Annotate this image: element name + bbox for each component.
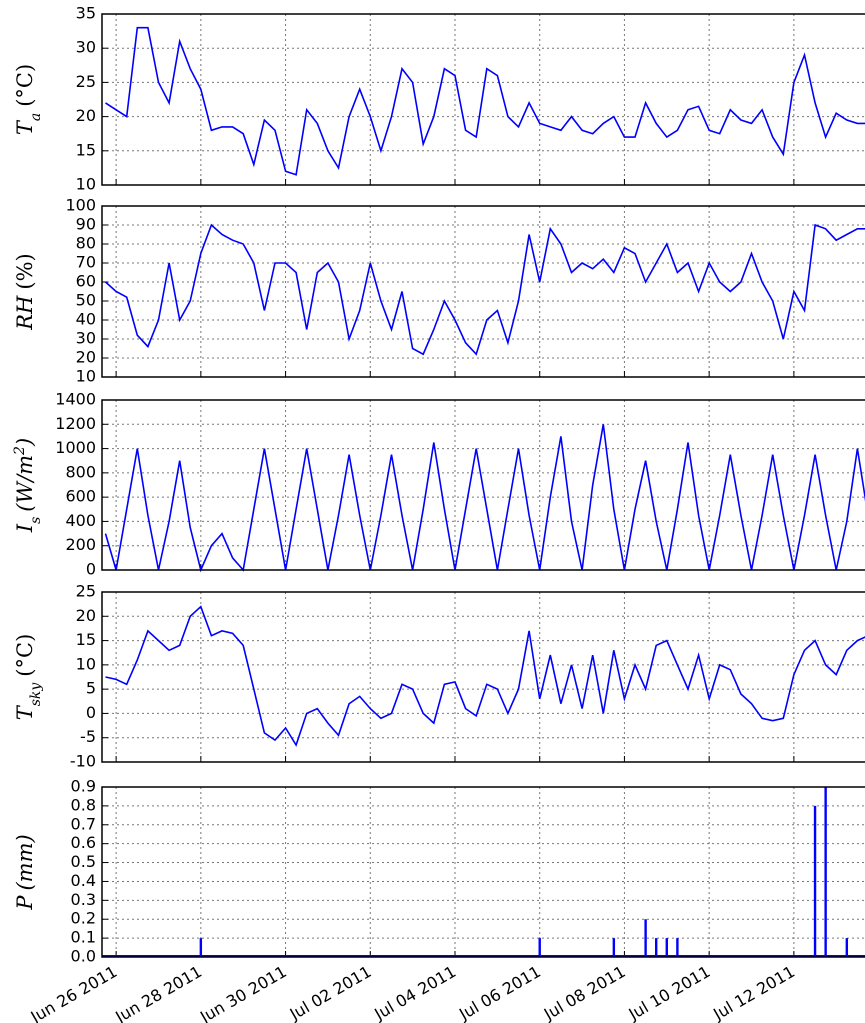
y-tick-label: 0.6 (71, 833, 96, 852)
y-axis-label: Tsky (°C) (13, 634, 44, 721)
x-tick-label: Jun 28 2011 (111, 962, 205, 1023)
plot-frame (101, 205, 865, 378)
y-axis-label-part: T (13, 119, 37, 135)
y-tick-label: 90 (76, 215, 96, 234)
y-tick-label: 15 (76, 630, 96, 649)
y-axis-label-part: RH (13, 295, 37, 331)
y-tick-label: 70 (76, 253, 96, 272)
y-tick-label: 1400 (55, 390, 96, 409)
y-tick-label: 0.1 (71, 928, 96, 947)
y-tick-label: 0.0 (71, 947, 96, 966)
y-tick-label: 0.8 (71, 795, 96, 814)
y-axis-label-part: ) (13, 438, 37, 447)
y-tick-label: 25 (76, 582, 96, 601)
y-tick-label: 200 (65, 535, 96, 554)
y-tick-label: 600 (65, 487, 96, 506)
bar (199, 938, 203, 957)
panel: 0 200 400 600 800 1000 1200 1400 Is (W/m2) (12, 390, 865, 579)
y-tick-label: 1200 (55, 414, 96, 433)
bar (644, 919, 647, 957)
panel: 10 15 20 25 30 35 Ta (°C) (13, 4, 865, 194)
y-axis-label-part: (mm) (13, 834, 37, 890)
plot-frame (101, 13, 865, 186)
x-tick-label: Jun 26 2011 (27, 962, 121, 1023)
x-tick-label: Jun 30 2011 (196, 962, 290, 1023)
y-tick-label: 5 (86, 679, 96, 698)
y-axis-label: P (mm) (13, 834, 37, 910)
y-axis-label-part: P (13, 895, 37, 911)
y-tick-label: 40 (76, 310, 96, 329)
panel: 0.00.10.20.30.40.50.60.70.80.9 P (mm) (13, 777, 865, 966)
bar (538, 938, 541, 957)
plot-frame (101, 591, 865, 763)
y-tick-label: 0.2 (71, 909, 96, 928)
x-tick-label: Jul 12 2011 (709, 962, 798, 1023)
plot-frame (101, 786, 865, 958)
y-axis-label-part: I (13, 523, 37, 533)
y-tick-label: 0 (86, 560, 96, 579)
bar (676, 938, 679, 957)
plot-frame (101, 399, 865, 571)
bar (813, 805, 817, 957)
y-axis-label: RH (%) (13, 253, 37, 330)
y-tick-label: 20 (76, 106, 96, 125)
y-tick-label: 100 (65, 196, 96, 215)
y-axis-label: Is (W/m2) (12, 438, 44, 533)
y-tick-label: 400 (65, 511, 96, 530)
y-tick-label: 30 (76, 38, 96, 57)
y-axis-label-part: s (28, 517, 44, 524)
x-tick-label: Jul 06 2011 (455, 962, 544, 1023)
y-tick-label: 0.3 (71, 890, 96, 909)
y-tick-label: 15 (76, 140, 96, 159)
y-tick-label: 50 (76, 291, 96, 310)
y-tick-label: 25 (76, 72, 96, 91)
y-tick-label: 20 (76, 348, 96, 367)
y-tick-label: 35 (76, 4, 96, 23)
x-tick-label: Jul 02 2011 (286, 962, 375, 1023)
bar (665, 938, 668, 957)
y-tick-label: -5 (80, 727, 96, 746)
data-line (105, 26, 865, 176)
x-tick-label: Jul 08 2011 (540, 962, 629, 1023)
bar (824, 787, 827, 957)
y-axis-label: Ta (°C) (13, 64, 44, 135)
x-tick-label: Jul 10 2011 (625, 962, 714, 1023)
bar (655, 938, 658, 957)
y-tick-label: 0.5 (71, 852, 96, 871)
y-axis-label-part: sky (28, 682, 44, 707)
y-tick-label: 60 (76, 272, 96, 291)
y-axis-label-part: 2 (12, 446, 28, 456)
bar (845, 938, 849, 957)
y-tick-label: 30 (76, 329, 96, 348)
y-axis-label-part: (W/m (13, 455, 37, 512)
y-tick-label: 80 (76, 234, 96, 253)
y-axis-label-part: (°C) (13, 634, 37, 677)
y-tick-label: -10 (70, 752, 96, 771)
y-tick-label: 0.7 (71, 814, 96, 833)
y-tick-label: 10 (76, 654, 96, 673)
data-line (104, 223, 865, 356)
y-tick-label: 10 (76, 175, 96, 194)
data-line (104, 424, 865, 573)
y-axis-label-part: a (28, 113, 44, 121)
y-tick-label: 0.9 (71, 777, 96, 796)
y-axis-label-part: (%) (13, 253, 37, 289)
data-line (105, 605, 865, 747)
y-axis-label-part: T (13, 704, 37, 720)
y-tick-label: 10 (76, 367, 96, 386)
y-tick-label: 800 (65, 462, 96, 481)
y-tick-label: 1000 (55, 438, 96, 457)
bar (612, 938, 616, 957)
x-tick-label: Jul 04 2011 (370, 962, 459, 1023)
y-tick-label: 20 (76, 606, 96, 625)
panel: -10 -5 0 5 10 15 20 25 Tsky (°C) (13, 582, 865, 771)
y-tick-label: 0 (86, 703, 96, 722)
y-axis-label-part: (°C) (13, 64, 37, 107)
y-tick-label: 0.4 (71, 871, 96, 890)
